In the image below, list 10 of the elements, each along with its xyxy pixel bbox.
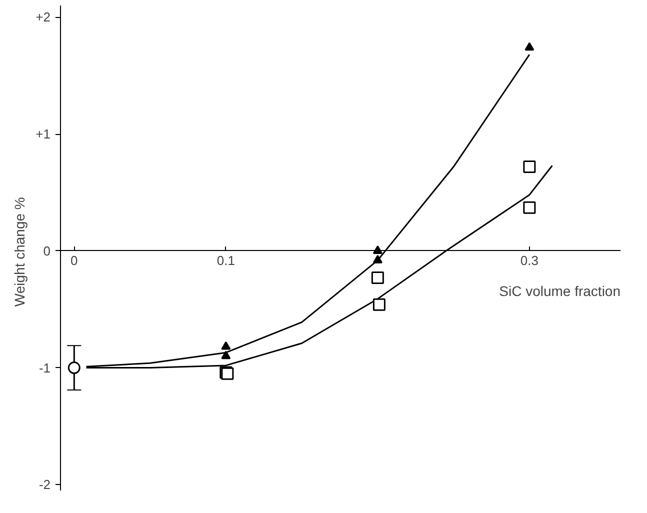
x-tick-label: 0.3 <box>520 252 538 268</box>
y-tick-label: -1 <box>38 360 51 376</box>
x-tick-label: 0 <box>70 252 78 268</box>
y-tick-label: +1 <box>36 126 51 142</box>
y-tick-label: +2 <box>36 10 51 25</box>
y-axis-title: Weight change % <box>12 197 28 307</box>
y-tick-label: 0 <box>43 243 51 258</box>
x-tick-label: 0.1 <box>216 252 235 268</box>
x-axis-title: SiC volume fraction <box>499 282 621 299</box>
y-tick-label: -2 <box>38 477 51 492</box>
